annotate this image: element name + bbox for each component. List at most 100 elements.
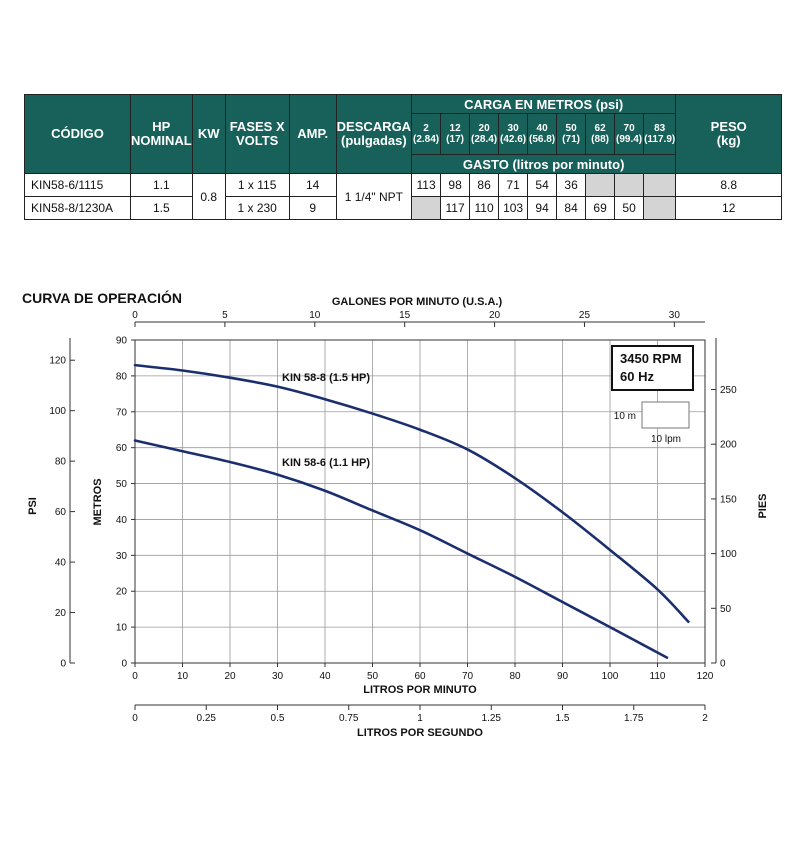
y-tick-label: 60	[116, 443, 128, 454]
pies-tick-label: 0	[720, 659, 726, 670]
header-head-3: 30 (42.6)	[498, 113, 529, 155]
y-tick-label: 40	[116, 515, 128, 526]
cell-codigo: KIN58-6/1115	[24, 173, 131, 197]
lps-tick-label: 0.75	[339, 713, 359, 724]
pies-axis-label: PIES	[757, 493, 769, 518]
chart-title: CURVA DE OPERACIÓN	[22, 289, 182, 306]
x-tick-label: 50	[367, 671, 379, 682]
scale-box	[641, 401, 690, 429]
psi-tick-label: 100	[49, 406, 66, 417]
x-tick-label: 80	[509, 671, 521, 682]
x-tick-label: 0	[132, 671, 138, 682]
lps-axis-label: LITROS POR SEGUNDO	[357, 727, 483, 739]
lps-tick-label: 1.25	[482, 713, 502, 724]
x-tick-label: 120	[697, 671, 714, 682]
psi-tick-label: 40	[55, 558, 67, 569]
header-head-0: 2 (2.84)	[411, 113, 442, 155]
cell-peso: 8.8	[675, 173, 783, 197]
lps-tick-label: 0.25	[197, 713, 217, 724]
info-box: 3450 RPM 60 Hz 10 m 10 lpm	[611, 345, 694, 445]
psi-tick-label: 120	[49, 356, 66, 367]
series-label-1: KIN 58-6 (1.1 HP)	[282, 457, 370, 469]
x-tick-label: 90	[557, 671, 569, 682]
y-tick-label: 50	[116, 479, 128, 490]
x-tick-label: 40	[319, 671, 331, 682]
header-peso: PESO (kg)	[675, 94, 783, 174]
pies-tick-label: 200	[720, 440, 737, 451]
pies-tick-label: 50	[720, 604, 732, 615]
header-head-2: 20 (28.4)	[469, 113, 500, 155]
cell-gasto: 50	[614, 196, 645, 220]
table-row: KIN58-8/1230A 1.5 1 x 230 9 117 110 103 94 8…	[24, 196, 783, 220]
top-tick-label: 15	[399, 310, 411, 321]
header-head-4: 40 (56.8)	[527, 113, 558, 155]
psi-tick-label: 60	[55, 507, 67, 518]
y-tick-label: 10	[116, 623, 128, 634]
lps-tick-label: 1	[417, 713, 423, 724]
header-head-6: 62 (88)	[585, 113, 616, 155]
lps-tick-label: 1.75	[624, 713, 644, 724]
cell-descarga: 1 1/4" NPT	[335, 173, 413, 220]
y-tick-label: 80	[116, 371, 128, 382]
top-tick-label: 5	[222, 310, 228, 321]
y-tick-label: 0	[121, 659, 127, 670]
x-tick-label: 10	[177, 671, 189, 682]
cell-gasto	[614, 173, 645, 197]
x-axis-label: LITROS POR MINUTO	[363, 684, 477, 696]
header-codigo: CÓDIGO	[24, 94, 131, 174]
x-tick-label: 70	[462, 671, 474, 682]
header-head-8: 83 (117.9)	[643, 113, 677, 155]
top-tick-label: 10	[309, 310, 321, 321]
scale-lpm-label: 10 lpm	[651, 434, 681, 445]
cell-gasto: 36	[556, 173, 587, 197]
x-tick-label: 110	[650, 671, 666, 682]
chart-grid	[134, 339, 706, 664]
y-tick-label: 70	[116, 407, 128, 418]
lps-tick-label: 0.5	[271, 713, 285, 724]
lps-tick-label: 2	[702, 713, 708, 724]
cell-gasto: 69	[585, 196, 616, 220]
lps-tick-label: 0	[132, 713, 138, 724]
pies-tick-label: 150	[720, 494, 737, 505]
lps-tick-label: 1.5	[556, 713, 570, 724]
pies-tick-label: 100	[720, 549, 737, 560]
rpm-box	[611, 345, 694, 391]
cell-kw: 0.8	[191, 173, 226, 220]
top-axis-label: GALONES POR MINUTO (U.S.A.)	[332, 296, 503, 308]
psi-tick-label: 20	[55, 608, 67, 619]
x-tick-label: 20	[224, 671, 236, 682]
series-line-0	[133, 363, 690, 624]
header-amp: AMP.	[288, 94, 337, 174]
cell-gasto: 110	[469, 196, 500, 220]
x-tick-label: 100	[602, 671, 619, 682]
header-gasto: GASTO (litros por minuto)	[411, 154, 677, 174]
cell-gasto	[643, 173, 677, 197]
cell-amp: 9	[288, 196, 337, 220]
series-label-0: KIN 58-8 (1.5 HP)	[282, 372, 370, 384]
cell-gasto	[643, 196, 677, 220]
chart-series: KIN 58-8 (1.5 HP) KIN 58-6 (1.1 HP)	[133, 363, 690, 659]
scale-m-label: 10 m	[614, 411, 636, 422]
spec-table: CÓDIGO HP NOMINAL KW FASES X VOLTS AMP. DE…	[24, 94, 783, 220]
x-tick-label: 30	[272, 671, 284, 682]
header-head-7: 70 (99.4)	[614, 113, 645, 155]
cell-fases: 1 x 115	[224, 173, 290, 197]
y-tick-label: 20	[116, 587, 128, 598]
cell-fases: 1 x 230	[224, 196, 290, 220]
top-tick-label: 25	[579, 310, 591, 321]
header-carga: CARGA EN METROS (psi)	[411, 94, 677, 114]
series-line-1	[133, 439, 669, 659]
cell-hp: 1.5	[130, 196, 193, 220]
x-tick-label: 60	[414, 671, 426, 682]
hz-text: 60 Hz	[620, 369, 654, 384]
header-fases: FASES X VOLTS	[224, 94, 290, 174]
cell-gasto: 54	[527, 173, 558, 197]
cell-gasto: 103	[498, 196, 529, 220]
rpm-text: 3450 RPM	[620, 351, 681, 366]
psi-axis-label: PSI	[27, 497, 39, 515]
y-axis-label: METROS	[92, 478, 104, 525]
top-tick-label: 30	[669, 310, 681, 321]
top-tick-label: 0	[132, 310, 138, 321]
